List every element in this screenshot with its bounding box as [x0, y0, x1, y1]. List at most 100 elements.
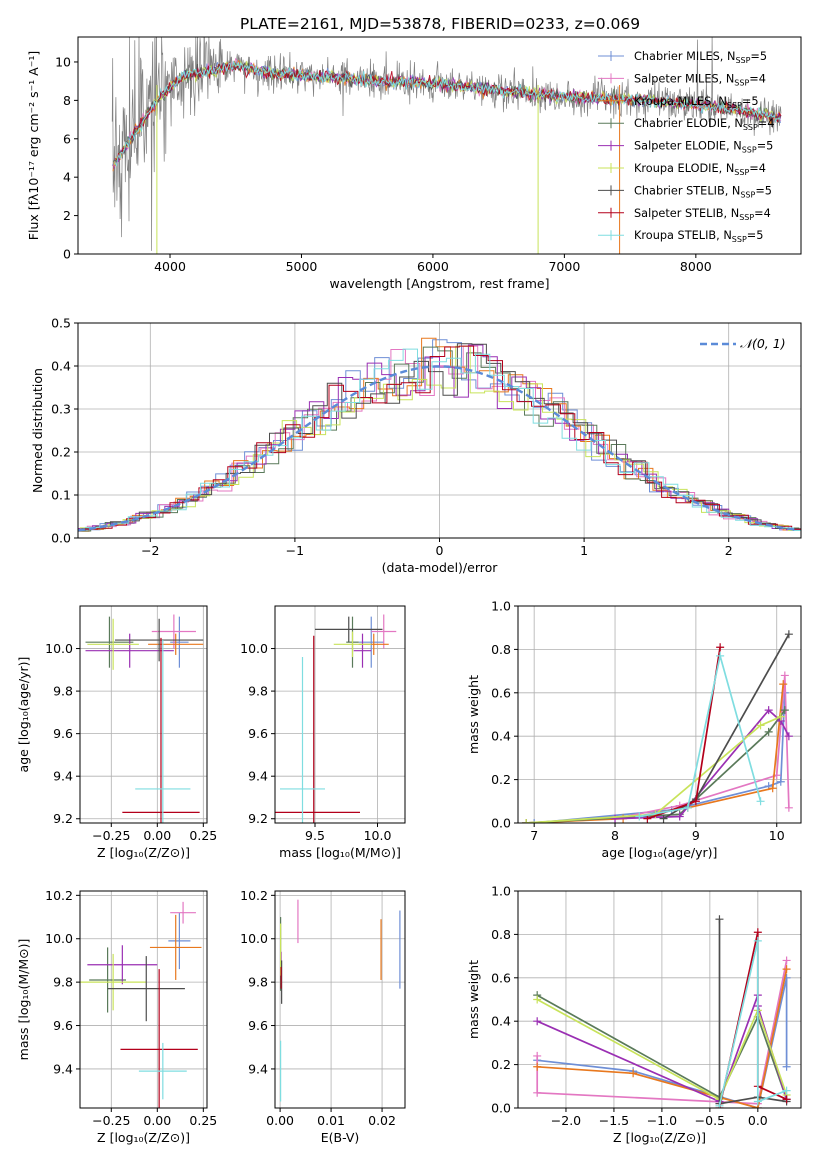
weight-point-7-0	[643, 814, 652, 823]
axes-frame	[517, 605, 802, 824]
weight-point-1-1	[533, 1088, 542, 1097]
legend-label-tail: =4	[749, 162, 766, 175]
x-tick-label-1: −1	[286, 543, 304, 558]
weight-point-5-0	[533, 995, 542, 1004]
weight-point-8-2	[716, 651, 725, 660]
legend-label-sub: SSP	[734, 168, 749, 177]
legend-label-name: Chabrier MILES, N	[634, 50, 735, 63]
legend-label-tail: =4	[749, 72, 766, 85]
x-tick-label-3: 1	[580, 543, 588, 558]
x-tick-label-1: −1.5	[599, 1113, 629, 1128]
weight-point-6-2	[784, 630, 793, 639]
weight-series-line-1	[536, 960, 788, 1105]
legend-label-sub: SSP	[734, 78, 749, 87]
legend-label-name: Chabrier STELIB, N	[634, 184, 740, 197]
legend-label-7: Salpeter STELIB, NSSP=4	[634, 207, 771, 222]
age-vs-mass-panel: 9.5 10.0 9.2 9.4 9.6 9.8 10.0 mass [log₁₀(M/M⊙)…	[240, 605, 406, 860]
y-tick-label-4: 0.8	[491, 927, 511, 942]
weight-point-6-0	[659, 814, 668, 823]
histogram-step-5	[79, 345, 801, 531]
legend-label-6: Chabrier STELIB, NSSP=5	[634, 184, 772, 199]
weight-point-1-0	[533, 1051, 542, 1060]
y-tick-label-4: 10.0	[45, 641, 73, 656]
weight-point-2-4	[779, 680, 788, 689]
weight-point-4-0	[611, 814, 620, 823]
x-tick-label-1: 0.01	[317, 1113, 345, 1128]
y-tick-label-1: 9.6	[248, 1018, 268, 1033]
x-axis-label: (data-model)/error	[382, 560, 499, 575]
x-tick-label-0: −0.25	[92, 828, 130, 843]
weight-series-line-8	[639, 655, 762, 818]
weight-point-3-3	[780, 706, 789, 715]
x-tick-label-4: 0.0	[748, 1113, 768, 1128]
y-tick-label-3: 10.0	[240, 931, 268, 946]
x-tick-label-2: 0.25	[189, 1113, 217, 1128]
legend-label-tail: =5	[747, 229, 764, 242]
axes-frame	[79, 605, 208, 824]
plot-area	[80, 901, 202, 1108]
x-axis-label: wavelength [Angstrom, rest frame]	[329, 276, 549, 291]
y-tick-label-2: 9.6	[248, 726, 268, 741]
legend-label-name: Salpeter MILES, N	[634, 72, 734, 85]
legend-label-sub: SSP	[727, 101, 742, 110]
legend-label-3: Chabrier ELODIE, NSSP=4	[634, 117, 774, 132]
axes-frame	[79, 890, 208, 1109]
histogram-step-6	[81, 343, 801, 530]
weight-point-6-0	[715, 915, 724, 924]
plot-area	[111, 37, 782, 254]
weight-series-line-5	[526, 715, 782, 823]
x-tick-label-1: 8	[611, 828, 619, 843]
x-tick-label-0: 9.5	[305, 828, 325, 843]
x-tick-label-4: 2	[725, 543, 733, 558]
mass-weight-vs-metallicity-panel: −2.0 −1.5 −1.0 −0.5 0.0 0.0 0.2 0.4 0.6 0.8 1.0 Z […	[466, 884, 802, 1145]
legend-label-name: Kroupa STELIB, N	[634, 229, 732, 242]
weight-series-line-7	[647, 647, 721, 820]
normal-reference-curve	[78, 365, 799, 532]
legend-label-2: Kroupa MILES, NSSP=5	[634, 95, 759, 110]
axes-frame	[274, 605, 406, 824]
spectrum-panel: 4000 5000 6000 7000 8000 0 2 4 6 8 10 wavelength [A…	[26, 36, 802, 291]
legend-label-name: Chabrier ELODIE, N	[634, 117, 743, 130]
legend-label-name: Kroupa ELODIE, N	[634, 162, 734, 175]
x-tick-label-0: −2	[141, 543, 159, 558]
y-axis-label: mass weight	[466, 675, 481, 754]
y-tick-label-0: 0	[63, 247, 71, 262]
weight-point-7-3	[782, 1095, 791, 1104]
age-vs-metallicity-panel: −0.25 0.00 0.25 9.2 9.4 9.6 9.8 10.0 Z [log₁₀(Z/…	[16, 605, 217, 860]
legend-label-tail: =5	[742, 95, 759, 108]
weight-point-5-3	[776, 712, 785, 721]
y-tick-label-5: 1.0	[491, 599, 511, 614]
plot-area	[533, 915, 791, 1108]
y-tick-label-4: 8	[63, 93, 71, 108]
legend-label-name: Salpeter ELODIE, N	[634, 140, 742, 153]
y-tick-label-0: 9.4	[248, 1061, 268, 1076]
model-spectrum-line-4	[113, 61, 782, 169]
x-tick-label-2: 0	[436, 543, 444, 558]
x-axis-label: mass [log₁₀(M/M⊙)]	[279, 845, 401, 860]
mass-vs-metallicity-panel: −0.25 0.00 0.25 9.4 9.6 9.8 10.0 10.2 Z [log₁₀(Z…	[16, 888, 217, 1145]
y-tick-label-1: 2	[63, 208, 71, 223]
legend-label-name: Salpeter STELIB, N	[634, 207, 739, 220]
y-tick-label-0: 0.0	[491, 816, 511, 831]
weight-point-8-0	[715, 1101, 724, 1108]
y-tick-label-1: 0.2	[491, 772, 511, 787]
y-tick-label-3: 9.8	[248, 684, 268, 699]
y-tick-label-2: 4	[63, 170, 71, 185]
legend-label-sub: SSP	[739, 213, 754, 222]
y-tick-label-3: 0.6	[491, 970, 511, 985]
legend-label-tail: =5	[755, 184, 772, 197]
legend-label-name: Kroupa MILES, N	[634, 95, 727, 108]
axes-frame	[77, 36, 802, 255]
figure-title: PLATE=2161, MJD=53878, FIBERID=0233, z=0…	[240, 15, 640, 33]
plot-area	[78, 337, 801, 532]
legend-label-sub: SSP	[743, 123, 758, 132]
x-tick-label-3: −0.5	[695, 1113, 725, 1128]
y-tick-label-0: 9.2	[53, 811, 73, 826]
y-tick-label-3: 9.8	[53, 684, 73, 699]
weight-point-8-3	[782, 1086, 791, 1095]
y-axis-label: Flux [fλ10⁻¹⁷ erg cm⁻² s⁻¹ A⁻¹]	[26, 51, 41, 240]
y-tick-label-4: 10.2	[240, 888, 268, 903]
y-tick-label-5: 0.5	[51, 316, 71, 331]
y-tick-label-4: 10.2	[45, 888, 73, 903]
x-tick-label-1: 10.0	[364, 828, 392, 843]
